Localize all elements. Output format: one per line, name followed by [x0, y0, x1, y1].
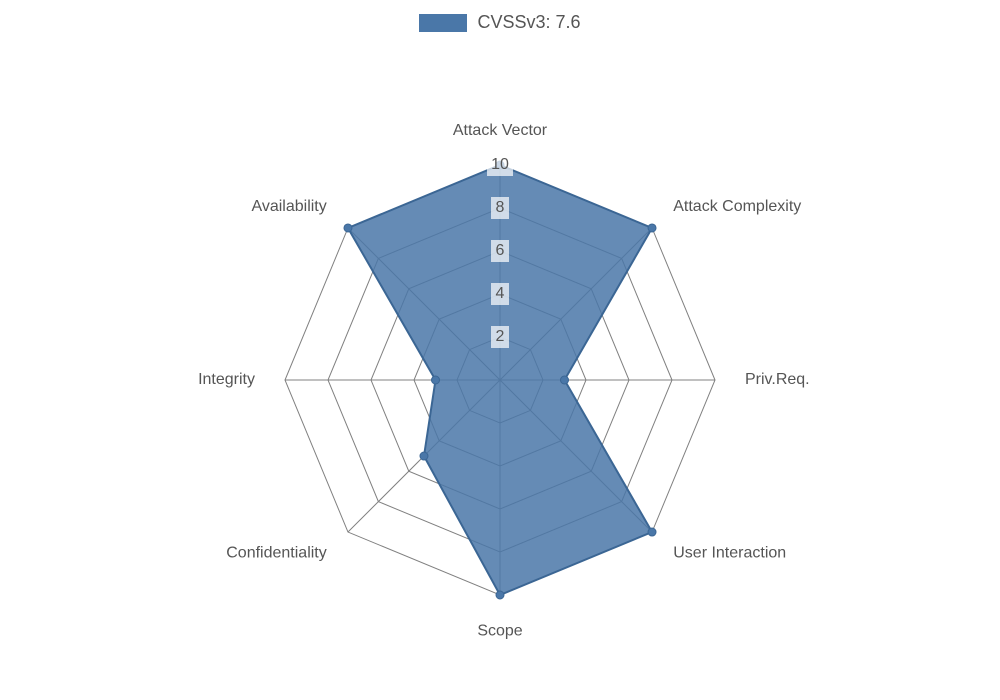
axis-label-confidentiality: Confidentiality [226, 544, 327, 561]
svg-text:4: 4 [496, 285, 505, 302]
axis-label-attack-vector: Attack Vector [453, 122, 548, 139]
axis-label-user-interaction: User Interaction [673, 544, 786, 561]
axis-label-attack-complexity: Attack Complexity [673, 198, 801, 215]
svg-text:10: 10 [491, 156, 509, 173]
axis-label-integrity: Integrity [198, 371, 255, 388]
svg-text:6: 6 [496, 242, 505, 259]
radar-chart-svg: 2 4 6 8 10 Attack Vector Attack Complexity Priv… [0, 0, 1000, 700]
axis-label-scope: Scope [477, 622, 522, 639]
axis-label-priv-req: Priv.Req. [745, 371, 810, 388]
svg-text:8: 8 [496, 199, 505, 216]
radar-chart-container: { "chart": { "type": "radar", "width": 1… [0, 0, 1000, 700]
svg-text:2: 2 [496, 328, 505, 345]
axis-label-availability: Availability [251, 198, 326, 215]
